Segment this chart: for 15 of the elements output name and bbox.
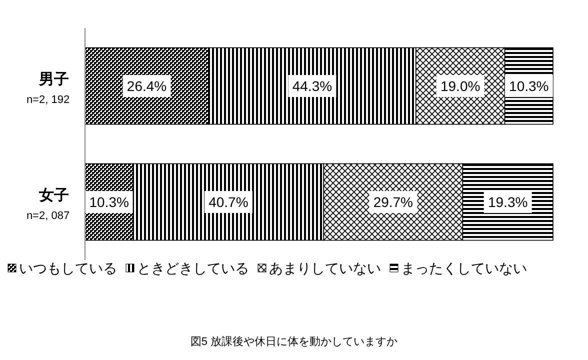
legend-label: あまりしていない xyxy=(269,260,381,276)
data-label: 26.4% xyxy=(126,78,167,94)
data-label: 40.7% xyxy=(208,194,248,210)
legend-label: ときどきしている xyxy=(137,260,249,276)
text: 図5 放課後や休日に体を動かしていますか xyxy=(190,335,398,348)
data-label: 10.3% xyxy=(509,78,549,94)
y-tick-label: 女子 n=2, 087 xyxy=(26,187,70,222)
legend-label: まったくしていない xyxy=(401,260,527,276)
y-tick-label: 男子 n=2, 192 xyxy=(26,71,70,106)
legend-label: いつもしている xyxy=(19,260,117,276)
data-label: 10.3% xyxy=(89,194,129,210)
data-label: 19.0% xyxy=(440,78,480,94)
data-label: 44.3% xyxy=(292,78,332,94)
data-label: 19.3% xyxy=(488,194,528,210)
data-label: 29.7% xyxy=(373,194,414,210)
